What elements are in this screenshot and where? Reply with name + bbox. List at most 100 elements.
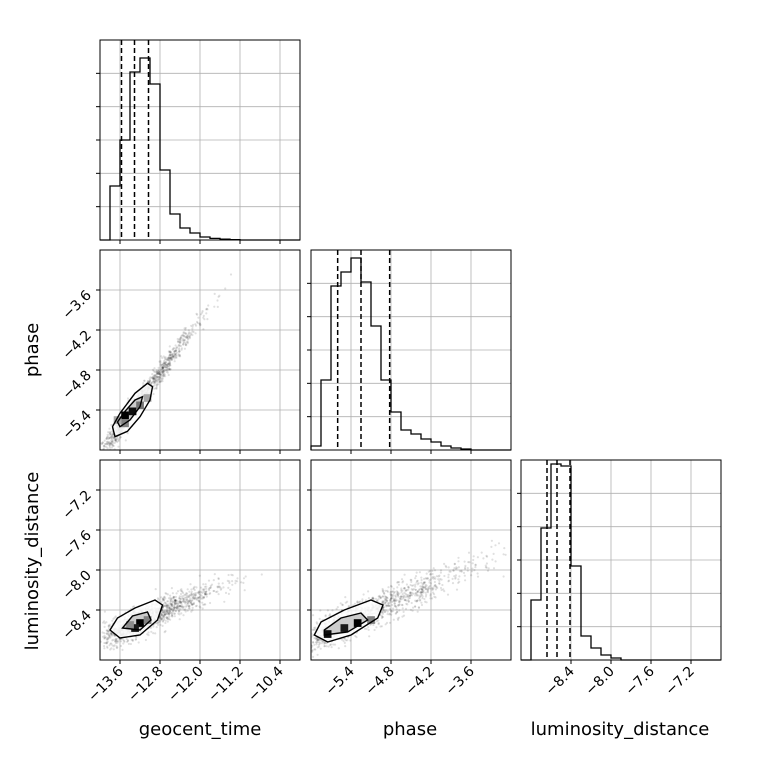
- scatter-point: [216, 585, 219, 588]
- scatter-point: [168, 358, 171, 362]
- scatter-point: [174, 599, 177, 602]
- scatter-point: [115, 640, 118, 643]
- scatter-point: [115, 637, 118, 641]
- scatter-point: [423, 581, 426, 584]
- scatter-point: [165, 367, 168, 370]
- scatter-point: [160, 618, 163, 622]
- scatter-point: [180, 590, 183, 593]
- scatter-point: [410, 601, 413, 605]
- scatter-point: [399, 597, 402, 600]
- scatter-point: [108, 446, 111, 449]
- scatter-point: [197, 316, 200, 319]
- scatter-point: [422, 591, 425, 594]
- scatter-point: [103, 622, 107, 625]
- scatter-point: [171, 357, 174, 360]
- scatter-point: [186, 609, 189, 612]
- scatter-point: [170, 598, 173, 601]
- scatter-point: [105, 443, 108, 446]
- scatter-point: [169, 353, 172, 357]
- scatter-point: [439, 577, 442, 581]
- scatter-point: [168, 363, 171, 366]
- scatter-point: [168, 615, 171, 618]
- scatter-point: [424, 585, 427, 588]
- scatter-point: [116, 437, 119, 440]
- scatter-point: [447, 576, 450, 579]
- scatter-point: [181, 334, 184, 337]
- scatter-point: [394, 599, 398, 603]
- scatter-point: [108, 444, 111, 447]
- xlabel-geocent-time: geocent_time: [139, 719, 262, 740]
- scatter-point: [158, 371, 161, 374]
- scatter-point: [448, 570, 451, 573]
- scatter-point: [434, 596, 437, 599]
- scatter-point: [103, 636, 106, 640]
- scatter-point: [185, 592, 188, 595]
- scatter-point: [160, 368, 163, 371]
- scatter-point: [174, 350, 177, 353]
- scatter-point: [424, 591, 427, 594]
- scatter-point: [154, 376, 157, 379]
- scatter-point: [229, 588, 232, 591]
- scatter-point: [110, 633, 113, 636]
- scatter-point: [422, 582, 425, 585]
- scatter-point: [446, 593, 450, 596]
- scatter-point: [200, 597, 203, 600]
- scatter-point: [213, 305, 216, 308]
- scatter-point: [100, 442, 103, 445]
- scatter-point: [113, 616, 116, 619]
- scatter-point: [131, 605, 134, 609]
- scatter-point: [108, 442, 111, 445]
- scatter-point: [173, 600, 176, 604]
- scatter-point: [212, 589, 215, 593]
- scatter-point: [172, 355, 175, 358]
- scatter-point: [431, 588, 434, 592]
- scatter-point: [115, 646, 118, 650]
- scatter-point: [425, 584, 428, 587]
- scatter-point: [316, 646, 319, 649]
- scatter-point: [402, 580, 405, 583]
- scatter-point: [163, 362, 166, 365]
- scatter-point: [392, 590, 395, 593]
- scatter-point: [161, 367, 164, 370]
- scatter-point: [106, 435, 110, 438]
- scatter-point: [398, 600, 401, 604]
- scatter-point: [365, 627, 368, 631]
- scatter-point: [168, 612, 171, 615]
- scatter-point: [103, 641, 106, 645]
- scatter-point: [123, 640, 126, 643]
- scatter-point: [153, 374, 156, 377]
- scatter-point: [173, 606, 176, 609]
- scatter-point: [195, 604, 198, 607]
- scatter-point: [179, 337, 182, 340]
- scatter-point: [162, 615, 165, 619]
- scatter-point: [188, 590, 191, 593]
- scatter-point: [177, 600, 181, 603]
- scatter-point: [103, 610, 106, 613]
- axes-frame: [310, 459, 512, 661]
- scatter-point: [163, 369, 166, 372]
- scatter-point: [151, 381, 154, 384]
- scatter-point: [176, 590, 180, 593]
- scatter-point: [208, 589, 211, 592]
- scatter-point: [418, 595, 422, 599]
- scatter-point: [105, 632, 108, 635]
- scatter-point: [335, 607, 338, 611]
- scatter-point: [161, 370, 164, 373]
- scatter-point: [178, 610, 181, 613]
- scatter-point: [171, 611, 174, 614]
- scatter-point: [181, 606, 184, 609]
- scatter-point: [409, 583, 412, 587]
- scatter-point: [174, 599, 177, 602]
- scatter-point: [422, 581, 425, 584]
- scatter-point: [434, 584, 437, 587]
- scatter-point: [403, 598, 406, 602]
- scatter-point: [397, 583, 400, 586]
- scatter-point: [409, 593, 412, 596]
- scatter-point: [160, 614, 163, 617]
- scatter-point: [171, 609, 174, 613]
- scatter-point: [421, 583, 424, 586]
- scatter-point: [386, 589, 389, 592]
- scatter-point: [181, 337, 184, 340]
- scatter-point: [170, 603, 173, 607]
- scatter-point: [386, 604, 389, 607]
